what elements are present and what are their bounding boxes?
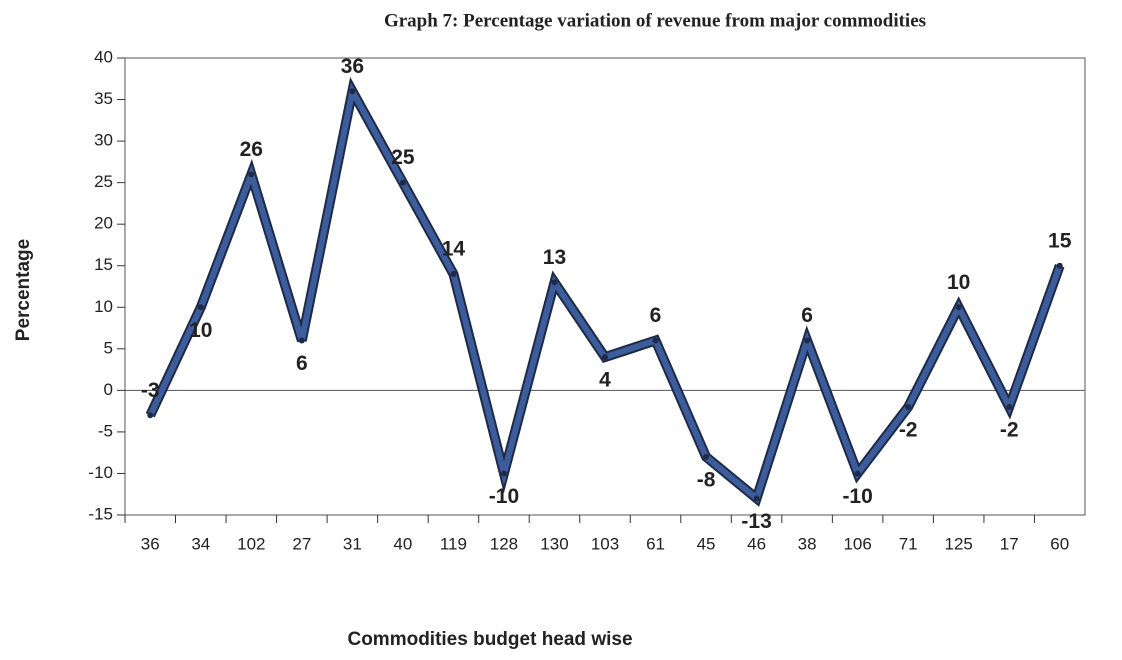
y-tick-label: 35	[94, 89, 113, 108]
x-tick-label: 27	[292, 534, 311, 553]
data-label: 6	[650, 304, 662, 327]
y-tick-label: 0	[104, 380, 113, 399]
y-tick-label: 15	[94, 255, 113, 274]
point	[551, 279, 558, 286]
data-label: 6	[296, 352, 308, 375]
x-axis-title: Commodities budget head wise	[347, 629, 632, 650]
x-tick-label: 119	[440, 534, 467, 553]
y-tick-label: 40	[94, 47, 113, 66]
point	[955, 304, 962, 311]
point	[298, 337, 305, 344]
point	[753, 495, 760, 502]
point	[703, 453, 710, 460]
x-tick-label: 34	[191, 534, 210, 553]
x-tick-label: 130	[540, 534, 568, 553]
plot-area	[124, 57, 1086, 516]
point	[804, 337, 811, 344]
data-label: 10	[947, 271, 970, 294]
data-label: -2	[1000, 419, 1019, 442]
x-tick-label: 71	[899, 534, 918, 553]
x-tick-label: 103	[591, 534, 619, 553]
data-label: -3	[141, 379, 160, 402]
data-label: -10	[842, 485, 872, 508]
point	[602, 354, 608, 361]
point	[450, 271, 457, 278]
data-label: 4	[599, 369, 611, 392]
y-tick-label: -15	[88, 504, 113, 523]
point	[147, 412, 154, 419]
point	[1006, 403, 1013, 410]
y-tick-label: 5	[104, 338, 113, 357]
y-tick-label: 10	[94, 297, 113, 316]
chart-title: Graph 7: Percentage variation of revenue…	[384, 10, 926, 31]
x-tick-label: 125	[944, 534, 972, 553]
data-label: 25	[391, 146, 415, 169]
line	[147, 82, 1063, 504]
data-label: 36	[341, 55, 364, 78]
y-axis-title: Percentage	[13, 239, 34, 341]
point	[652, 337, 659, 344]
x-tick-label: 45	[697, 534, 716, 553]
x-tick-label: 128	[490, 534, 518, 553]
x-tick-label: 61	[646, 534, 665, 553]
data-label: 6	[801, 304, 813, 327]
point	[197, 304, 204, 311]
y-tick-label: 30	[94, 131, 113, 150]
data-label: -2	[899, 419, 918, 442]
point	[905, 403, 912, 410]
x-tick-label: 40	[393, 534, 412, 553]
data-label: 26	[240, 138, 263, 161]
point	[349, 88, 356, 95]
data-label: 15	[1048, 229, 1072, 252]
point	[854, 470, 861, 477]
y-tick-label: 20	[94, 214, 113, 233]
x-tick-label: 102	[237, 534, 265, 553]
x-tick-label: 106	[843, 534, 871, 553]
data-label: 14	[442, 238, 466, 261]
x-tick-label: 31	[343, 534, 362, 553]
data-label: -8	[697, 468, 716, 491]
x-tick-label: 36	[141, 534, 160, 553]
x-tick-label: 17	[1000, 534, 1019, 553]
data-label: -10	[489, 485, 519, 508]
data-label: -13	[741, 510, 771, 533]
point	[500, 470, 507, 477]
y-tick-label: 25	[94, 172, 113, 191]
point	[248, 171, 255, 178]
x-tick-label: 38	[798, 534, 817, 553]
x-tick-label: 60	[1050, 534, 1069, 553]
y-tick-label: -5	[98, 421, 113, 440]
point	[399, 179, 406, 186]
data-label: 13	[543, 246, 566, 269]
x-tick-label: 46	[747, 534, 766, 553]
y-tick-label: -10	[88, 463, 113, 482]
point	[1056, 262, 1063, 269]
data-label: 10	[189, 319, 212, 342]
